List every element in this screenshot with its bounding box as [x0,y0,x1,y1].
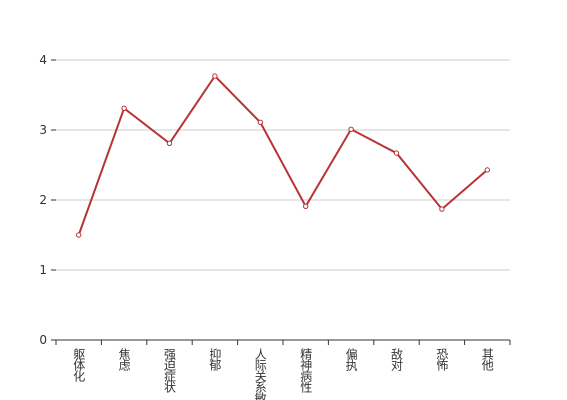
point [303,203,309,210]
x-tick-label: 抑郁 [208,347,222,372]
point [212,73,218,79]
x-tick-label: 敌对 [390,347,404,371]
point [439,206,445,212]
x-tick-label: 其他 [480,348,494,371]
point [121,105,127,112]
x-tick-label: 焦虑 [117,348,131,371]
x-tick-label: 躯体化 [72,347,86,383]
point [348,126,354,133]
y-tick-label: 4 [39,53,47,67]
y-tick-label: 0 [39,333,47,347]
x-tick-label: 恐怖 [435,348,449,371]
x-tick-label: 精神病性 [299,348,313,394]
x-tick-label: 偏执 [344,347,358,372]
x-tick-label: 人际关系敏感 [253,348,267,400]
point [257,119,263,126]
point [76,232,82,238]
y-tick-label: 3 [39,123,47,137]
x-tick-label: 强迫症状 [163,348,177,393]
y-tick-label: 1 [39,263,47,277]
point [393,150,400,156]
point [166,140,173,147]
line [77,74,488,236]
point [484,167,490,173]
y-tick-label: 2 [39,193,47,207]
